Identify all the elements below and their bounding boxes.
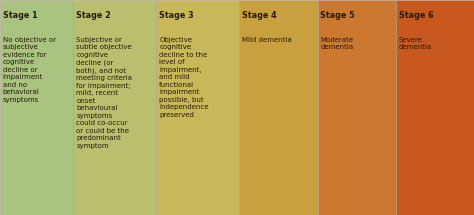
Bar xyxy=(239,0,318,215)
Text: Mild dementia: Mild dementia xyxy=(242,37,292,43)
Text: Stage 5: Stage 5 xyxy=(320,11,355,20)
Text: Stage 6: Stage 6 xyxy=(399,11,433,20)
Text: Stage 4: Stage 4 xyxy=(242,11,277,20)
Text: No objective or
subjective
evidence for
cognitive
decline or
impairment
and no
b: No objective or subjective evidence for … xyxy=(3,37,56,103)
Bar xyxy=(396,0,474,215)
Text: Stage 2: Stage 2 xyxy=(76,11,111,20)
Text: Moderate
dementia: Moderate dementia xyxy=(320,37,354,50)
Text: Stage 3: Stage 3 xyxy=(159,11,194,20)
Text: Objective
cognitive
decline to the
level of
impairment,
and mild
functional
impa: Objective cognitive decline to the level… xyxy=(159,37,209,118)
Text: Stage 1: Stage 1 xyxy=(3,11,37,20)
Bar xyxy=(318,0,396,215)
Text: Subjective or
subtle objective
cognitive
decline (or
both), and not
meeting crit: Subjective or subtle objective cognitive… xyxy=(76,37,132,149)
Bar xyxy=(73,0,156,215)
Bar xyxy=(0,0,73,215)
Bar xyxy=(156,0,239,215)
Text: Severe
dementia: Severe dementia xyxy=(399,37,432,50)
